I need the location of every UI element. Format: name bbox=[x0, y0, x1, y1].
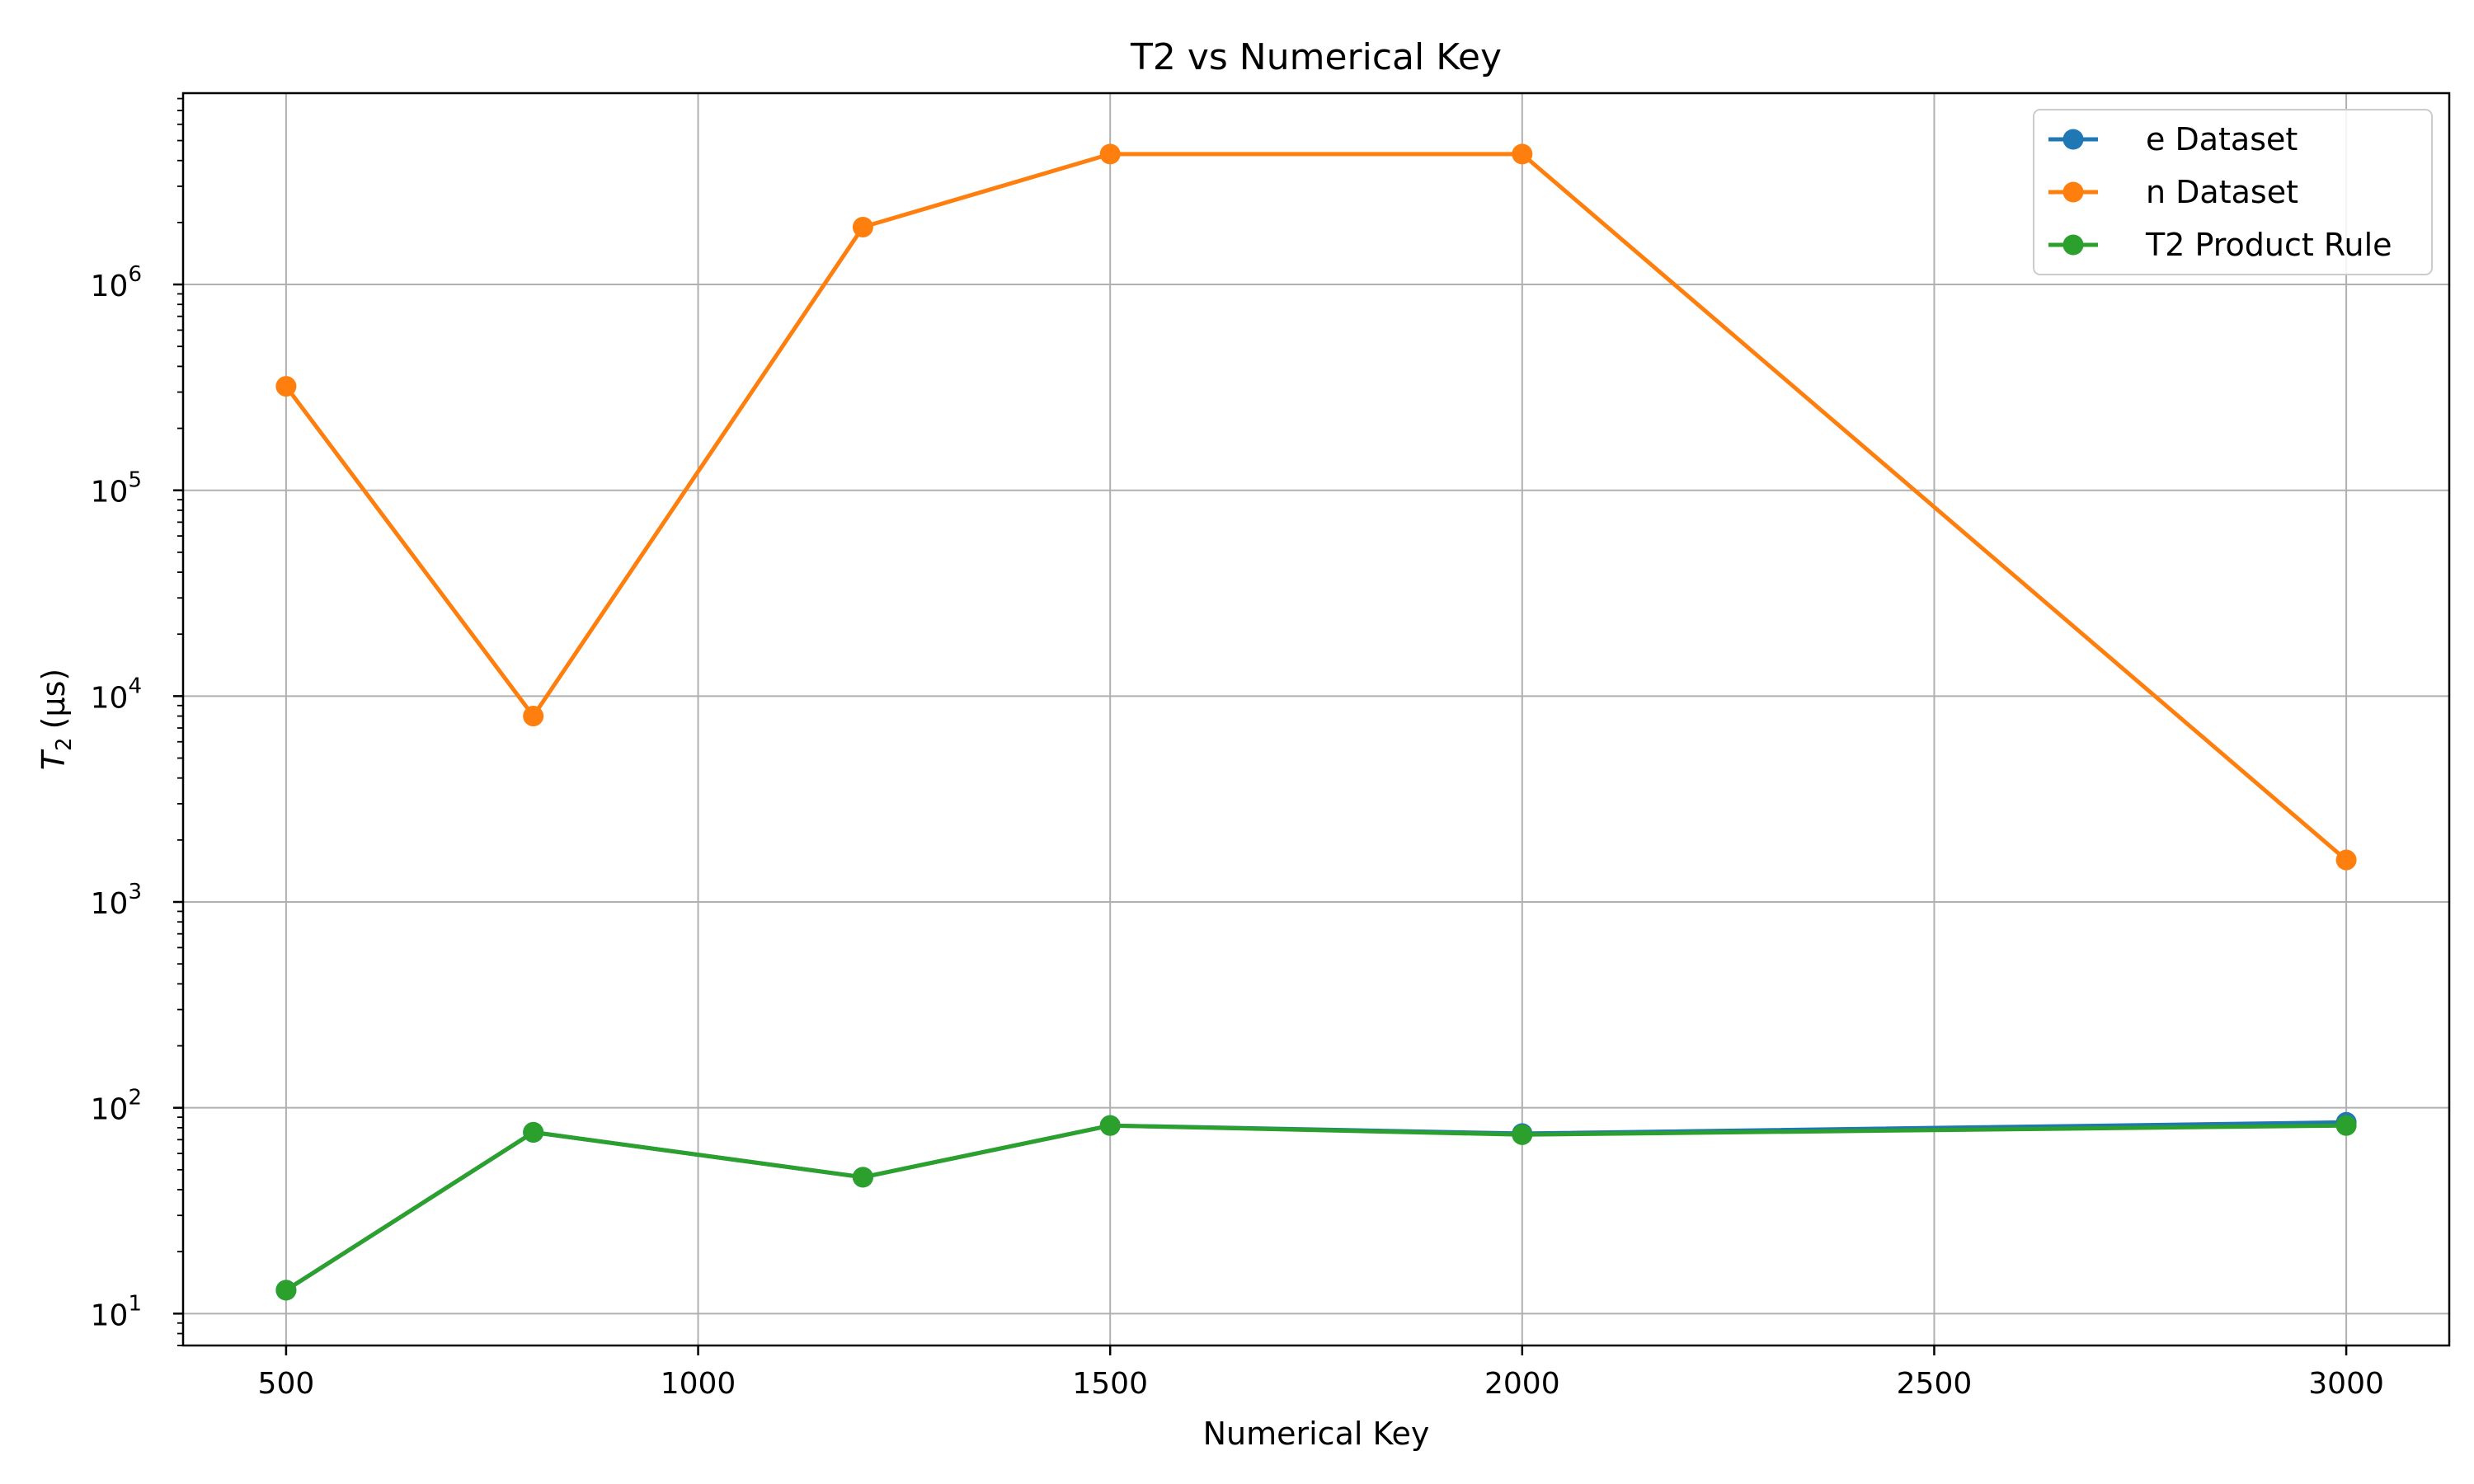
data-point bbox=[2335, 849, 2357, 871]
data-point bbox=[1512, 143, 1533, 165]
data-point bbox=[1099, 143, 1121, 165]
data-point bbox=[2335, 1115, 2357, 1136]
y-tick-label: 104 bbox=[91, 674, 142, 715]
x-tick-label: 500 bbox=[258, 1367, 315, 1401]
data-point bbox=[1512, 1124, 1533, 1145]
legend-box bbox=[2033, 109, 2433, 275]
x-tick-label: 2000 bbox=[1484, 1367, 1560, 1401]
grid-lines bbox=[183, 93, 2449, 1345]
y-tick-label: 105 bbox=[91, 468, 142, 510]
y-tick-label: 102 bbox=[91, 1086, 142, 1127]
x-tick-label: 1000 bbox=[661, 1367, 736, 1401]
x-tick-label: 2500 bbox=[1897, 1367, 1973, 1401]
data-point bbox=[523, 706, 544, 727]
data-point bbox=[275, 376, 297, 397]
y-axis-label: T2 (μs) bbox=[35, 669, 77, 770]
x-axis-label: Numerical Key bbox=[1203, 1416, 1430, 1452]
axis-ticks: 500 1000 1500 2000 2500 3000 101 102 103 104 105 10… bbox=[91, 97, 2384, 1401]
series-line bbox=[285, 1120, 2347, 1293]
y-tick-label: 101 bbox=[91, 1291, 142, 1332]
data-point bbox=[1099, 1115, 1121, 1136]
chart-title: T2 vs Numerical Key bbox=[1130, 36, 1502, 78]
data-point bbox=[523, 1121, 544, 1143]
data-point bbox=[852, 216, 873, 237]
legend-swatch-marker bbox=[2062, 234, 2084, 256]
y-tick-label: 103 bbox=[91, 880, 142, 921]
data-point bbox=[852, 1167, 873, 1188]
legend-label: e Dataset bbox=[2146, 121, 2298, 157]
series-line bbox=[284, 152, 2348, 862]
plot-frame bbox=[181, 92, 2451, 1347]
legend-label: T2 Product Rule bbox=[2145, 227, 2392, 263]
y-tick-label: 106 bbox=[91, 262, 142, 303]
legend-swatch-marker bbox=[2062, 129, 2084, 150]
x-tick-label: 3000 bbox=[2308, 1367, 2384, 1401]
y-axis-label-symbol: T bbox=[35, 749, 72, 770]
legend-label: n Dataset bbox=[2146, 174, 2298, 210]
series-line bbox=[285, 1123, 2347, 1293]
legend: e Dataset n Dataset T2 Product Rule bbox=[2033, 109, 2433, 275]
y-axis-label-unit: (μs) bbox=[35, 669, 72, 730]
legend-swatch-marker bbox=[2062, 181, 2084, 203]
series-layer bbox=[275, 143, 2357, 1301]
x-tick-label: 1500 bbox=[1072, 1367, 1148, 1401]
y-axis-label-subscript: 2 bbox=[52, 737, 77, 751]
data-point bbox=[275, 1280, 297, 1301]
